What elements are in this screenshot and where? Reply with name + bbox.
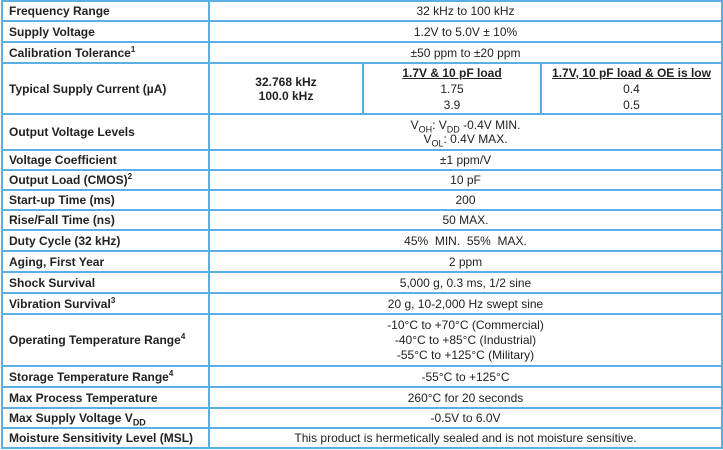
table-row: Output Load (CMOS)2 10 pF [1,169,723,191]
table-row: Aging, First Year 2 ppm [1,250,723,273]
row-value: 32 kHz to 100 kHz [207,0,723,22]
row-label: Operating Temperature Range4 [1,313,210,367]
row-value: 1.2V to 5.0V ± 10% [207,20,723,43]
table-row: Supply Voltage 1.2V to 5.0V ± 10% [1,20,723,43]
row-label: Shock Survival [1,271,210,294]
table-row-supply-current: Typical Supply Current (µA) 32.768 kHz 10… [1,62,723,115]
table-row: Start-up Time (ms) 200 [1,189,723,211]
load-cell: 1.7V & 10 pF load 1.75 3.9 [362,62,542,115]
row-value: ±50 ppm to ±20 ppm [207,41,723,64]
row-value: -0.5V to 6.0V [207,407,723,429]
row-label: Moisture Sensitivity Level (MSL) [1,427,210,449]
table-row: Shock Survival 5,000 g, 0.3 ms, 1/2 sine [1,271,723,294]
row-label: Vibration Survival3 [1,292,210,315]
row-value: 10 pF [207,169,723,191]
row-label: Rise/Fall Time (ns) [1,209,210,231]
row-value: VOH: VDD -0.4V MIN. VOL: 0.4V MAX. [207,113,723,151]
row-label: Storage Temperature Range4 [1,365,210,388]
row-value: 260°C for 20 seconds [207,386,723,409]
table-row: Output Voltage Levels VOH: VDD -0.4V MIN… [1,113,723,151]
row-value: 5,000 g, 0.3 ms, 1/2 sine [207,271,723,294]
row-label: Calibration Tolerance1 [1,41,210,64]
row-label: Frequency Range [1,0,210,22]
row-label: Voltage Coefficient [1,149,210,171]
row-value: 50 MAX. [207,209,723,231]
row-value: ±1 ppm/V [207,149,723,171]
table-row: Duty Cycle (32 kHz) 45% MIN. 55% MAX. [1,229,723,252]
row-label: Typical Supply Current (µA) [1,62,210,115]
row-label: Aging, First Year [1,250,210,273]
row-value: 45% MIN. 55% MAX. [207,229,723,252]
table-row: Moisture Sensitivity Level (MSL) This pro… [1,427,723,449]
table-row: Calibration Tolerance1 ±50 ppm to ±20 pp… [1,41,723,64]
row-label: Supply Voltage [1,20,210,43]
table-row: Operating Temperature Range4 -10°C to +7… [1,313,723,367]
table-row: Rise/Fall Time (ns) 50 MAX. [1,209,723,231]
row-label: Duty Cycle (32 kHz) [1,229,210,252]
row-value: 200 [207,189,723,211]
frequency-cell: 32.768 kHz 100.0 kHz [208,62,364,115]
table-row: Max Process Temperature 260°C for 20 seco… [1,386,723,409]
row-label: Output Voltage Levels [1,113,210,151]
row-label: Max Process Temperature [1,386,210,409]
row-value: This product is hermetically sealed and … [207,427,723,449]
row-value: -55°C to +125°C [207,365,723,388]
row-value: 2 ppm [207,250,723,273]
row-value: -10°C to +70°C (Commercial) -40°C to +85°… [207,313,723,367]
table-row: Frequency Range 32 kHz to 100 kHz [1,0,723,22]
row-label: Output Load (CMOS)2 [1,169,210,191]
table-row: Storage Temperature Range4 -55°C to +125°… [1,365,723,388]
oe-low-cell: 1.7V, 10 pF load & OE is low 0.4 0.5 [539,62,723,115]
row-label: Max Supply Voltage VDD [1,407,210,429]
table-row: Voltage Coefficient ±1 ppm/V [1,149,723,171]
row-label: Start-up Time (ms) [1,189,210,211]
table-row: Max Supply Voltage VDD -0.5V to 6.0V [1,407,723,429]
row-value: 20 g, 10-2,000 Hz swept sine [207,292,723,315]
table-row: Vibration Survival3 20 g, 10-2,000 Hz swe… [1,292,723,315]
